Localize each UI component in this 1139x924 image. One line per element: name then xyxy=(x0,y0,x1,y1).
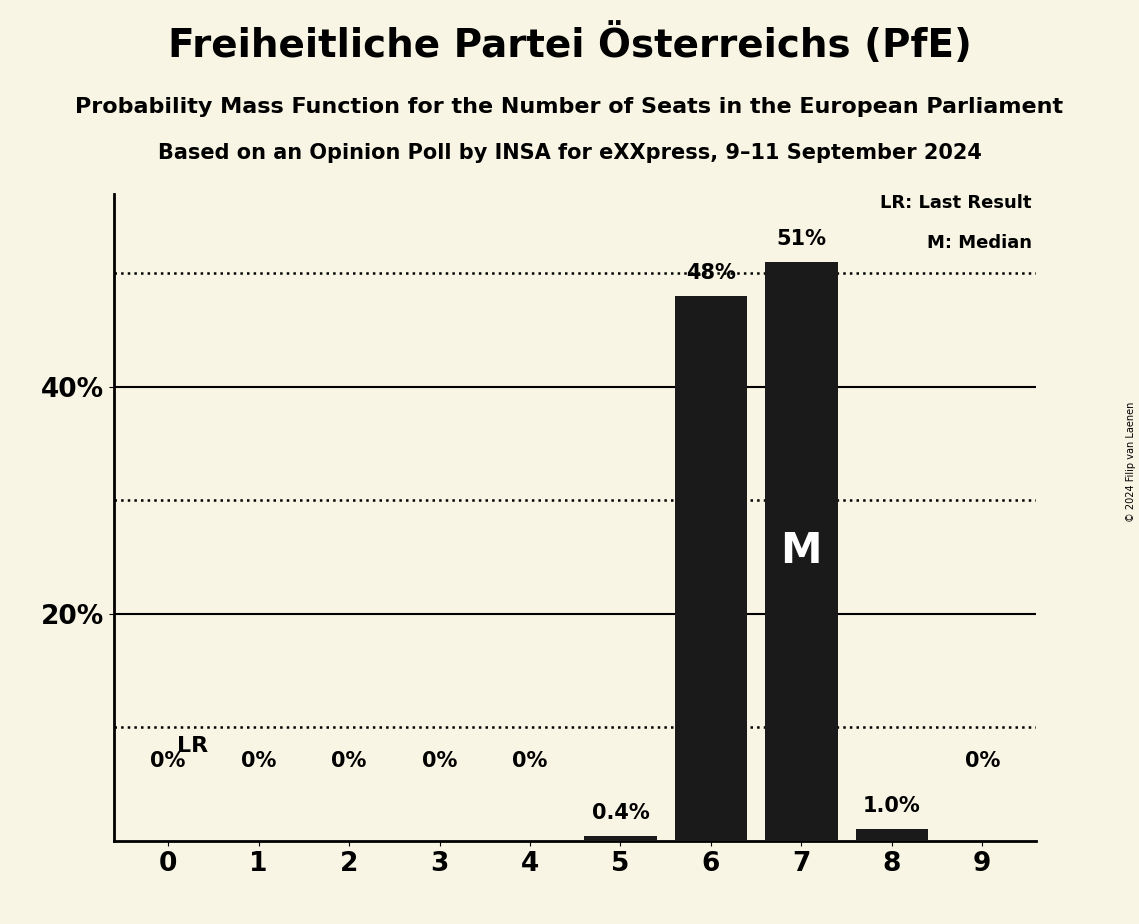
Text: 0%: 0% xyxy=(965,751,1000,772)
Text: 0%: 0% xyxy=(150,751,186,772)
Text: M: M xyxy=(780,530,822,573)
Text: 0%: 0% xyxy=(331,751,367,772)
Text: © 2024 Filip van Laenen: © 2024 Filip van Laenen xyxy=(1125,402,1136,522)
Text: 0%: 0% xyxy=(513,751,548,772)
Bar xyxy=(855,830,928,841)
Text: LR: Last Result: LR: Last Result xyxy=(880,194,1032,212)
Bar xyxy=(674,297,747,841)
Text: 51%: 51% xyxy=(777,228,826,249)
Bar xyxy=(765,262,837,841)
Text: Probability Mass Function for the Number of Seats in the European Parliament: Probability Mass Function for the Number… xyxy=(75,97,1064,117)
Text: M: Median: M: Median xyxy=(927,234,1032,251)
Text: 0%: 0% xyxy=(421,751,457,772)
Text: LR: LR xyxy=(178,736,208,757)
Text: Based on an Opinion Poll by INSA for eXXpress, 9–11 September 2024: Based on an Opinion Poll by INSA for eXX… xyxy=(157,143,982,164)
Bar xyxy=(584,836,656,841)
Text: 48%: 48% xyxy=(686,262,736,283)
Text: Freiheitliche Partei Österreichs (PfE): Freiheitliche Partei Österreichs (PfE) xyxy=(167,23,972,65)
Text: 0.4%: 0.4% xyxy=(591,803,649,822)
Text: 1.0%: 1.0% xyxy=(863,796,920,816)
Text: 0%: 0% xyxy=(241,751,277,772)
